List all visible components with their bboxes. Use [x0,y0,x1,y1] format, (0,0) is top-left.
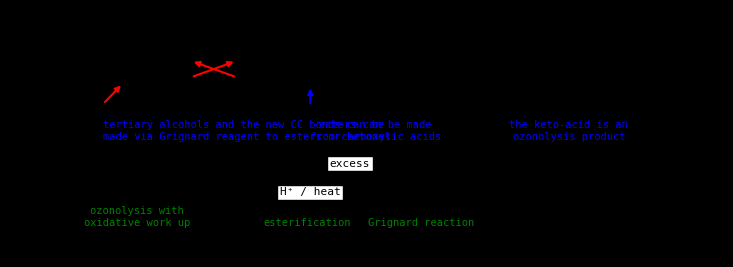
Text: esters can be made
from carboxylic acids: esters can be made from carboxylic acids [310,120,441,142]
Text: H⁺ / heat: H⁺ / heat [280,187,341,197]
Text: excess: excess [330,159,370,169]
Text: the keto-acid is an
ozonolysis product: the keto-acid is an ozonolysis product [509,120,628,142]
Text: Grignard reaction: Grignard reaction [368,218,474,228]
Text: ozonolysis with
oxidative work up: ozonolysis with oxidative work up [84,206,190,228]
Text: tertiary alcohols and the new CC bonds can be
made via Grignard reagent to ester: tertiary alcohols and the new CC bonds c… [103,120,391,142]
Text: esterification: esterification [264,218,351,228]
